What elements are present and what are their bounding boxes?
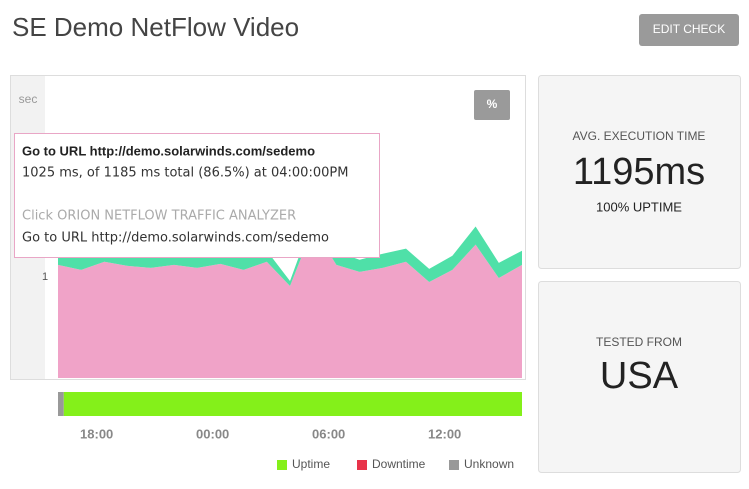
stat-value: 1195ms: [573, 151, 705, 193]
button-bg[interactable]: [639, 14, 739, 46]
y-unit: sec: [19, 92, 38, 106]
tooltip-detail: 1025 ms, of 1185 ms total (86.5%) at 04:…: [22, 166, 348, 181]
tooltip-current: Go to URL http://demo.solarwinds.com/sed…: [22, 231, 329, 246]
stat-label: TESTED FROM: [596, 335, 682, 349]
tooltip-other: Click ORION NETFLOW TRAFFIC ANALYZER: [22, 209, 296, 224]
tooltip-title: Go to URL http://demo.solarwinds.com/sed…: [22, 143, 315, 158]
page-title: SE Demo NetFlow Video: [12, 12, 299, 42]
legend-label: Uptime: [292, 457, 330, 471]
card-bg: [538, 75, 741, 269]
edit-button[interactable]: EDIT CHECK: [639, 14, 739, 46]
x-tick-label: 18:00: [80, 426, 113, 441]
stat-value: USA: [600, 355, 679, 397]
legend-swatch: [277, 460, 287, 470]
legend-label: Downtime: [372, 457, 426, 471]
tooltip-box: [14, 133, 380, 258]
tooltip: Go to URL http://demo.solarwinds.com/sed…: [14, 133, 380, 258]
card-bg: [538, 281, 741, 473]
stat-card: TESTED FROM USA: [538, 281, 741, 473]
stat-card: AVG. EXECUTION TIME 1195ms 100% UPTIME: [538, 75, 741, 269]
x-tick-label: 00:00: [196, 426, 229, 441]
toggle-label[interactable]: %: [487, 97, 498, 111]
plot: [58, 217, 522, 378]
legend-swatch: [357, 460, 367, 470]
toggle-bg[interactable]: [474, 90, 510, 120]
x-tick-label: 12:00: [428, 426, 461, 441]
legend-label: Unknown: [464, 457, 514, 471]
stat-label: AVG. EXECUTION TIME: [573, 129, 706, 143]
status-segment: [63, 392, 523, 416]
percent-toggle[interactable]: %: [474, 90, 510, 120]
button-label[interactable]: EDIT CHECK: [653, 22, 725, 36]
x-tick-label: 06:00: [312, 426, 345, 441]
legend-swatch: [449, 460, 459, 470]
y-tick-label: 1: [42, 271, 48, 283]
area: [58, 227, 522, 378]
stat-uptime: 100% UPTIME: [596, 199, 682, 214]
status-segment: [58, 392, 64, 416]
